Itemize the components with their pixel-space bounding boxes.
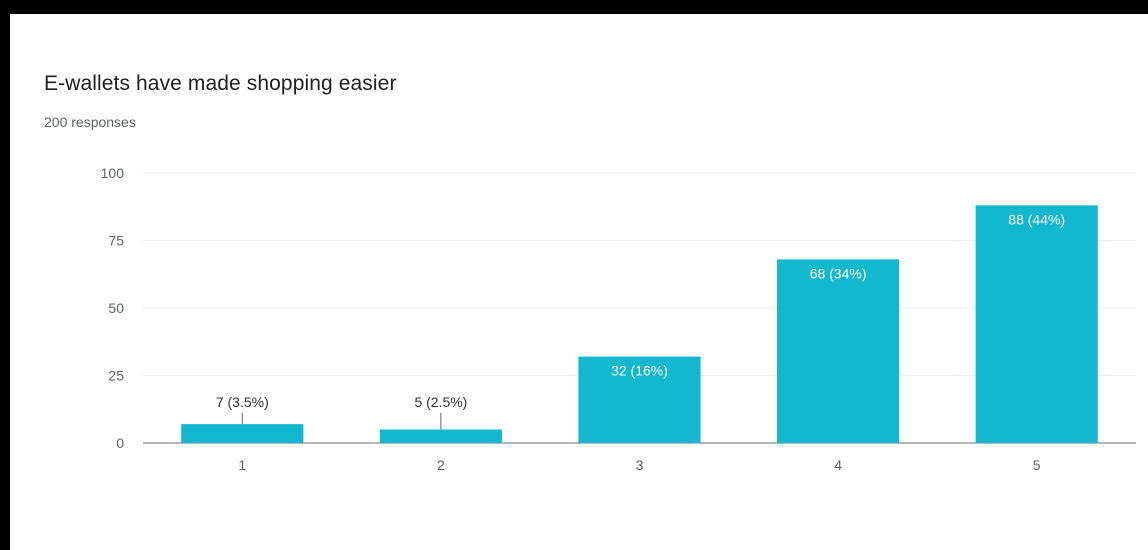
bar: [578, 356, 701, 443]
data-label: 7 (3.5%): [216, 394, 269, 410]
bar: [379, 429, 502, 443]
data-label: 68 (34%): [810, 265, 867, 281]
chart-title: E-wallets have made shopping easier: [44, 72, 397, 95]
bar: [777, 259, 900, 443]
y-tick-label: 50: [108, 300, 124, 316]
response-count: 200 responses: [44, 114, 136, 130]
x-tick-label: 1: [238, 457, 246, 473]
data-label: 32 (16%): [611, 363, 668, 379]
y-tick-label: 25: [108, 368, 124, 384]
bar: [181, 424, 304, 443]
x-tick-label: 3: [636, 457, 644, 473]
x-tick-label: 4: [834, 457, 842, 473]
x-tick-label: 2: [437, 457, 445, 473]
y-tick-label: 0: [116, 435, 124, 451]
y-tick-label: 75: [108, 233, 124, 249]
data-label: 5 (2.5%): [414, 394, 467, 410]
y-tick-label: 100: [101, 165, 125, 181]
x-tick-label: 5: [1033, 457, 1041, 473]
bar: [975, 205, 1098, 443]
data-label: 88 (44%): [1008, 211, 1065, 227]
